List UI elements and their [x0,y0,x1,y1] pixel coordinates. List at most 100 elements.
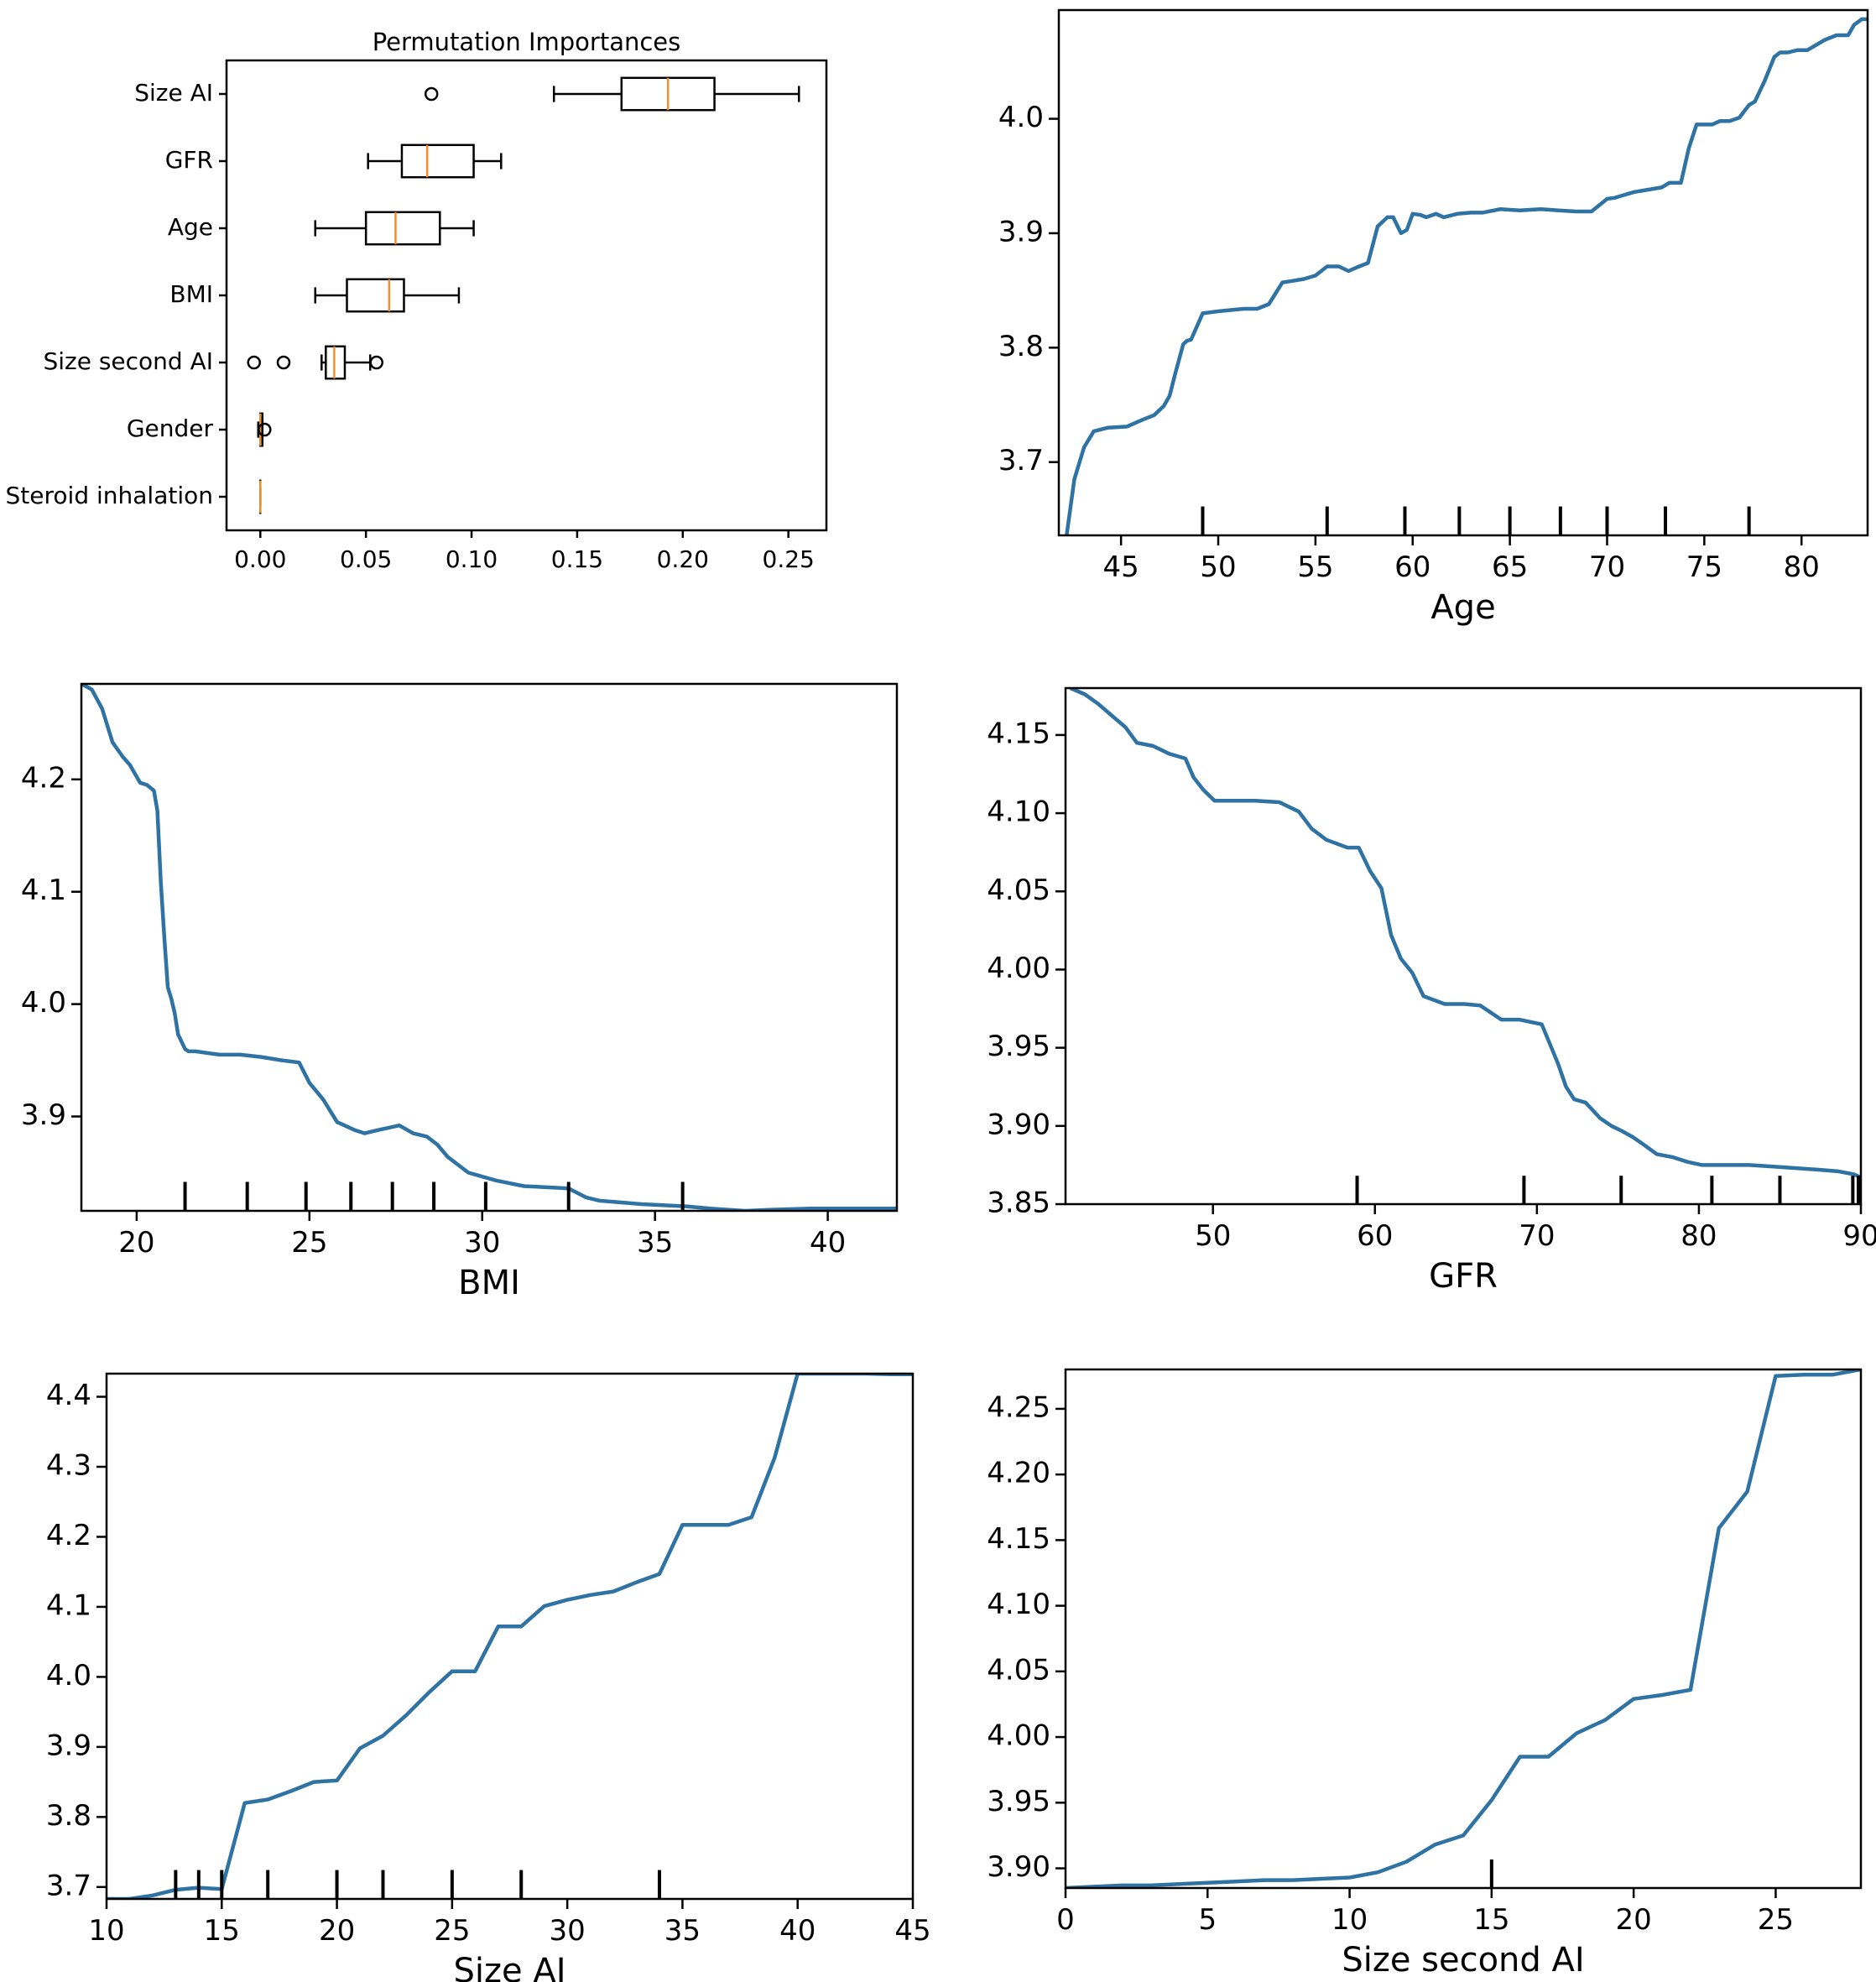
y-tick-label: 3.8 [46,1799,91,1833]
y-tick-label: 3.7 [46,1869,91,1902]
y-tick-label: 3.9 [998,215,1044,248]
y-tick-label: Steroid inhalation [6,482,213,509]
x-tick-label: 80 [1681,1219,1717,1253]
x-tick-label: 0.20 [657,545,709,573]
x-tick-label: 45 [1103,550,1139,584]
plot-frame [1064,686,1863,1206]
iqr-box [364,211,441,246]
x-tick-label: 65 [1492,550,1528,584]
x-tick-label: 25 [434,1914,470,1948]
x-tick-label: 60 [1394,550,1430,584]
x-tick-label: 20 [319,1914,355,1948]
outlier-point [258,422,272,437]
size-second-ai-partial-dependence-plot: 0 5 10 15 20 25 3.90 3.95 4.00 4.05 4.10 4.15 4.20 4.… [987,1368,1863,1979]
y-tick-label: 3.95 [987,1785,1050,1818]
x-tick-label: 60 [1357,1219,1393,1253]
x-tick-label: 20 [118,1226,154,1260]
y-tick-label: 4.2 [46,1519,91,1552]
outlier-point [369,355,383,370]
y-tick-label: 4.15 [987,717,1050,750]
plot-frame [105,1372,915,1901]
x-tick-label: 50 [1195,1219,1231,1253]
y-tick-label: 4.4 [46,1379,91,1412]
x-tick-label: 75 [1686,550,1722,584]
y-tick-label: 4.20 [987,1457,1050,1490]
outlier-point [424,86,439,102]
box-gfr [367,143,503,179]
x-tick-label: 20 [1616,1903,1652,1937]
y-tick-label: 3.9 [46,1729,91,1762]
permutation-importances-boxplot: Permutation Importances Size AI GFR Age BMI S… [6,28,828,573]
y-tick-label: 3.90 [987,1108,1050,1141]
x-tick-label: 0.10 [446,545,498,573]
outlier-point [276,355,291,370]
y-tick-label: 4.25 [987,1390,1050,1424]
x-axis-label: Size AI [454,1952,566,1982]
iqr-box [400,143,475,179]
plot-frame [80,682,899,1213]
x-tick-label: 0.05 [340,545,392,573]
y-tick-label: 3.7 [998,444,1044,477]
partial-dependence-line [1066,1369,1861,1888]
x-tick-label: 25 [1758,1903,1794,1937]
y-tick-label: BMI [169,280,213,308]
y-tick-label: Gender [127,415,214,442]
iqr-box [325,345,347,380]
y-tick-label: 4.00 [987,952,1050,985]
y-tick-label: 4.1 [46,1588,91,1622]
box-gender [257,412,272,447]
x-tick-label: 25 [291,1226,327,1260]
x-tick-label: 50 [1200,550,1236,584]
x-tick-label: 0.15 [551,545,603,573]
chart-title: Permutation Importances [373,28,681,56]
x-tick-label: 0.25 [763,545,815,573]
iqr-box [346,278,405,313]
y-tick-label: 3.95 [987,1030,1050,1063]
partial-dependence-line [81,684,897,1211]
x-tick-label: 15 [204,1914,240,1948]
bmi-partial-dependence-plot: 20 25 30 35 40 3.9 4.0 4.1 4.2 BMI [21,682,899,1302]
x-tick-label: 40 [779,1914,816,1948]
partial-dependence-line [107,1374,913,1899]
x-tick-label: 0 [1056,1903,1075,1937]
plot-frame [1064,1368,1863,1890]
y-tick-label: 3.90 [987,1850,1050,1884]
outlier-point [247,355,261,370]
partial-dependence-line [1069,688,1861,1180]
x-axis-label: Size second AI [1342,1941,1584,1979]
x-tick-label: 0.00 [234,545,286,573]
x-tick-label: 55 [1297,550,1333,584]
y-tick-label: 4.15 [987,1522,1050,1556]
y-tick-label: Age [168,213,213,241]
box-bmi [314,278,461,313]
y-tick-label: 4.00 [987,1719,1050,1753]
y-tick-label: 4.2 [21,761,66,795]
x-tick-label: 5 [1198,1903,1217,1937]
x-axis-label: BMI [458,1264,520,1302]
y-tick-label: 4.1 [21,874,66,907]
y-tick-label: 4.10 [987,795,1050,829]
x-tick-label: 70 [1589,550,1625,584]
x-tick-label: 30 [550,1914,586,1948]
x-tick-label: 10 [1331,1903,1368,1937]
age-partial-dependence-plot: 45 50 55 60 65 70 75 80 3.7 3.8 3.9 4.0 Age [998,8,1869,627]
y-tick-label: 4.0 [998,101,1044,134]
y-tick-label: 3.85 [987,1187,1050,1220]
x-tick-label: 70 [1519,1219,1555,1253]
box-size-second-ai [247,345,383,380]
y-tick-label: 3.9 [21,1098,66,1132]
y-tick-label: 4.0 [21,986,66,1020]
partial-dependence-line [1065,17,1868,535]
x-axis-label: GFR [1429,1257,1498,1296]
gfr-partial-dependence-plot: 50 60 70 80 90 3.85 3.90 3.95 4.00 4.05 4.10 4.15 GF… [987,686,1876,1296]
x-tick-label: 15 [1473,1903,1509,1937]
y-tick-label: 4.10 [987,1588,1050,1621]
plot-frame [1057,8,1869,537]
y-tick-label: Size AI [134,79,213,107]
x-tick-label: 35 [664,1914,701,1948]
y-tick-label: Size second AI [43,347,213,375]
x-tick-label: 35 [637,1226,673,1260]
x-tick-label: 30 [464,1226,500,1260]
y-tick-label: 4.3 [46,1449,91,1483]
